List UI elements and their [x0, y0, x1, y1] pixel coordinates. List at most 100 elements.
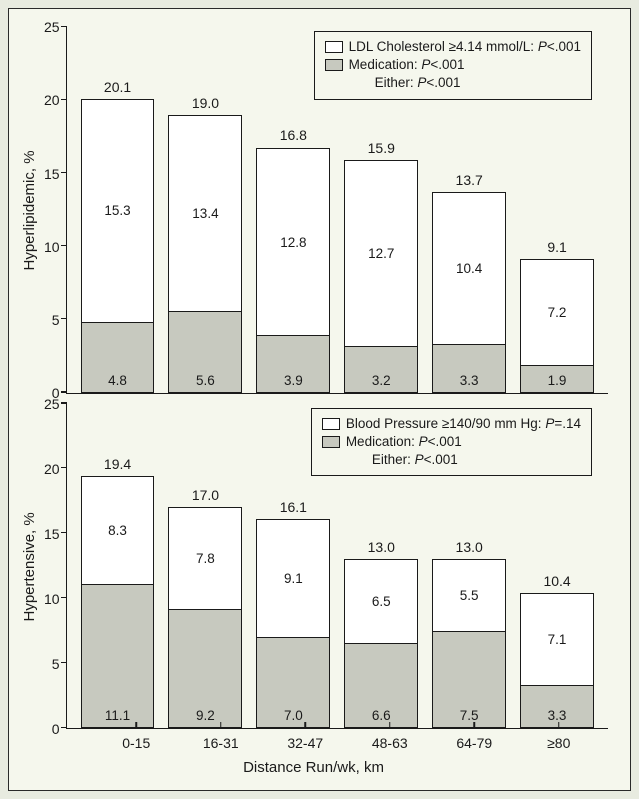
bar-segment-bottom: 7.5	[432, 631, 506, 728]
bar-slot: 19.4 8.3 11.1	[81, 404, 155, 729]
xaxis: 0-1516-3132-4748-6364-79≥80	[27, 729, 608, 751]
bar-segment-bottom: 4.8	[81, 322, 155, 392]
legend-text: Either: P<.001	[375, 74, 461, 92]
legend-text: Either: P<.001	[372, 451, 458, 469]
yaxis-bottom: 0510152025	[44, 404, 66, 730]
xlabel: Distance Run/wk, km	[19, 751, 608, 780]
segment-top-value: 7.8	[196, 551, 215, 566]
bar-segment-bottom: 5.6	[168, 311, 242, 393]
legend-row: Either: P<.001	[322, 451, 581, 469]
plot-top: LDL Cholesterol ≥4.14 mmol/L: P<.001Medi…	[66, 27, 608, 394]
bar-total-label: 19.0	[168, 95, 242, 111]
bar-segment-top: 8.3	[81, 476, 155, 584]
legend-row: LDL Cholesterol ≥4.14 mmol/L: P<.001	[325, 38, 581, 56]
bar-segment-top: 12.8	[256, 148, 330, 335]
segment-bottom-value: 1.9	[548, 373, 567, 388]
legend-swatch	[325, 41, 343, 53]
segment-bottom-value: 9.2	[196, 708, 215, 723]
ytick-mark	[61, 727, 67, 729]
figure-frame: Hyperlipidemic, % 0510152025 LDL Cholest…	[8, 8, 631, 791]
bar: 15.912.73.2	[344, 160, 418, 392]
segment-bottom-value: 5.6	[196, 373, 215, 388]
bar-segment-top: 15.3	[81, 99, 155, 323]
bar: 13.05.57.5	[432, 559, 506, 728]
bar-segment-bottom: 9.2	[168, 609, 242, 728]
bar-segment-bottom: 7.0	[256, 637, 330, 728]
bar: 16.812.83.9	[256, 147, 330, 393]
legend-bottom: Blood Pressure ≥140/90 mm Hg: P=.14Medic…	[311, 408, 592, 477]
bar-segment-top: 12.7	[344, 160, 418, 346]
bar-total-label: 13.0	[432, 539, 506, 555]
bar-segment-bottom: 11.1	[81, 584, 155, 728]
bar-total-label: 16.1	[256, 499, 330, 515]
bar: 13.710.43.3	[432, 192, 506, 392]
bar-segment-top: 5.5	[432, 559, 506, 630]
bar-total-label: 13.7	[432, 172, 506, 188]
segment-bottom-value: 11.1	[105, 708, 130, 723]
segment-bottom-value: 3.3	[460, 373, 479, 388]
bar: 10.47.13.3	[520, 593, 594, 728]
bar-segment-bottom: 1.9	[520, 365, 594, 393]
bar-slot: 20.1 15.3 4.8	[81, 27, 155, 393]
panel-hyperlipidemic: Hyperlipidemic, % 0510152025 LDL Cholest…	[19, 27, 608, 404]
panel-hypertensive: Hypertensive, % 0510152025 Blood Pressur…	[19, 404, 608, 781]
segment-top-value: 10.4	[456, 261, 482, 276]
bar-total-label: 16.8	[256, 127, 330, 143]
ylabel-top: Hyperlipidemic, %	[19, 27, 44, 394]
ytick-mark	[61, 532, 67, 534]
bar: 16.19.17.0	[256, 519, 330, 728]
segment-top-value: 12.8	[280, 235, 306, 250]
bar-total-label: 10.4	[520, 573, 594, 589]
segment-top-value: 9.1	[284, 571, 303, 586]
ylabel-bottom: Hypertensive, %	[19, 404, 44, 730]
legend-row: Medication: P<.001	[325, 56, 581, 74]
bar-segment-top: 10.4	[432, 192, 506, 344]
ytick-mark	[61, 26, 67, 28]
bar: 13.06.56.6	[344, 559, 418, 728]
ytick-mark	[61, 467, 67, 469]
legend-row: Blood Pressure ≥140/90 mm Hg: P=.14	[322, 415, 581, 433]
xtick: ≥80	[524, 729, 595, 751]
bar-total-label: 17.0	[168, 487, 242, 503]
bar-total-label: 20.1	[81, 79, 155, 95]
segment-bottom-value: 7.5	[460, 708, 479, 723]
legend-text: Medication: P<.001	[349, 56, 465, 74]
legend-swatch	[322, 436, 340, 448]
bar: 19.48.311.1	[81, 476, 155, 728]
segment-bottom-value: 6.6	[372, 708, 391, 723]
bar-segment-bottom: 3.9	[256, 335, 330, 392]
segment-top-value: 5.5	[460, 588, 479, 603]
ytick-mark	[61, 172, 67, 174]
segment-top-value: 7.2	[548, 305, 567, 320]
plot-bottom: Blood Pressure ≥140/90 mm Hg: P=.14Medic…	[66, 404, 608, 730]
yaxis-top: 0510152025	[44, 27, 66, 394]
bar-total-label: 15.9	[344, 140, 418, 156]
bar-segment-bottom: 6.6	[344, 643, 418, 728]
ytick-mark	[61, 245, 67, 247]
ytick-mark	[61, 662, 67, 664]
bar-segment-top: 13.4	[168, 115, 242, 311]
legend-top: LDL Cholesterol ≥4.14 mmol/L: P<.001Medi…	[314, 31, 592, 100]
legend-row: Either: P<.001	[325, 74, 581, 92]
bar: 20.115.34.8	[81, 99, 155, 393]
bar-segment-top: 6.5	[344, 559, 418, 643]
xtick: 64-79	[439, 729, 510, 751]
ytick-mark	[61, 597, 67, 599]
segment-bottom-value: 4.8	[108, 373, 127, 388]
legend-row: Medication: P<.001	[322, 433, 581, 451]
bar-total-label: 19.4	[81, 456, 155, 472]
segment-top-value: 15.3	[104, 203, 130, 218]
legend-swatch	[325, 59, 343, 71]
xtick: 16-31	[186, 729, 257, 751]
bar-slot: 17.0 7.8 9.2	[168, 404, 242, 729]
segment-bottom-value: 7.0	[284, 708, 303, 723]
legend-text: LDL Cholesterol ≥4.14 mmol/L: P<.001	[349, 38, 581, 56]
xtick: 0-15	[101, 729, 172, 751]
ytick-mark	[61, 318, 67, 320]
bar-segment-bottom: 3.2	[344, 346, 418, 393]
segment-top-value: 13.4	[192, 206, 218, 221]
ytick-mark	[61, 391, 67, 393]
bar: 9.17.21.9	[520, 259, 594, 392]
segment-top-value: 7.1	[548, 632, 567, 647]
bar-segment-top: 7.1	[520, 593, 594, 685]
